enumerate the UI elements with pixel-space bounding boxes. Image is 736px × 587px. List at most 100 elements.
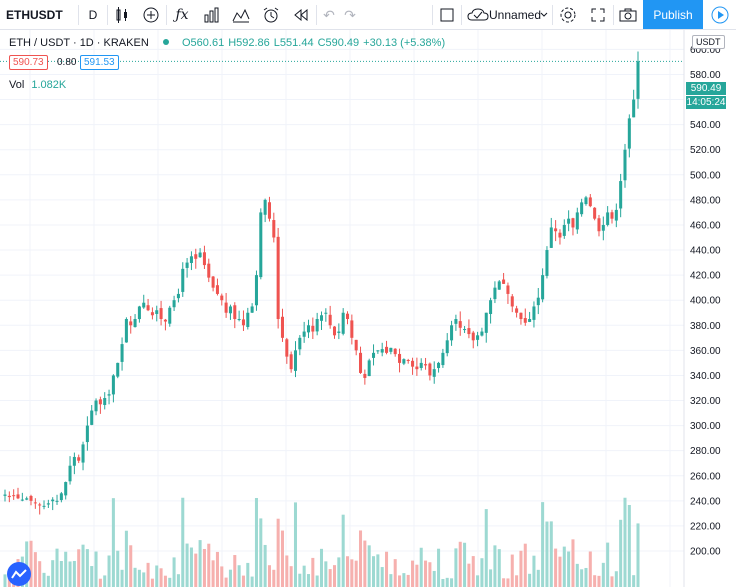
candle-body [523, 318, 527, 323]
candle-body [7, 495, 11, 498]
candle-body [185, 262, 189, 268]
candle-body [263, 199, 267, 215]
candle-body [302, 331, 306, 337]
volume-bar [393, 559, 397, 587]
candle-body [445, 340, 449, 354]
volume-bar [619, 519, 623, 587]
candle-body [458, 321, 462, 328]
candle-body [471, 332, 475, 341]
candle-body [98, 399, 102, 405]
volume-bar [81, 544, 85, 587]
volume-bar [445, 577, 449, 587]
redo-icon[interactable]: ↷ [344, 6, 356, 23]
candle-body [250, 306, 254, 313]
candle-body [593, 207, 597, 219]
candle-body [332, 326, 337, 336]
divider [613, 5, 614, 25]
candle-body [233, 305, 237, 320]
volume-bar [319, 548, 324, 587]
bid-price-box[interactable]: 590.73 [9, 55, 48, 70]
volume-bar [337, 557, 341, 587]
volume-bar [411, 560, 415, 587]
play-icon[interactable] [703, 0, 736, 29]
volume-bar [415, 564, 419, 587]
y-tick-label: 360.00 [690, 346, 721, 357]
volume-bar [159, 568, 163, 587]
candle-body [510, 296, 514, 307]
close-value: C590.49 [317, 37, 360, 49]
settings-icon[interactable] [556, 0, 580, 30]
volume-bar [584, 567, 588, 587]
fx-icon[interactable]: ƒx [175, 7, 189, 23]
volume-bar [64, 551, 68, 587]
candle-body [606, 212, 610, 225]
candle-body [85, 425, 89, 443]
y-tick-label: 340.00 [690, 371, 721, 382]
symbol-line: ETH / USDT · 1D · KRAKEN [9, 37, 149, 49]
volume-bar [189, 547, 193, 587]
volume-bar [493, 545, 497, 587]
symbol-search[interactable]: ETHUSDT [6, 8, 63, 22]
fullscreen-icon[interactable] [586, 0, 610, 30]
volume-bar [98, 578, 102, 587]
replay-icon[interactable] [289, 0, 313, 30]
candle-body [350, 320, 354, 338]
volume-bar [471, 556, 475, 587]
volume-bar [332, 565, 337, 587]
volume-label: Vol [9, 79, 25, 91]
y-tick-label: 500.00 [690, 170, 721, 181]
volume-bar [241, 575, 245, 587]
price-chart[interactable]: 200.00 220.00 240.00 260.00 280.00 300.00 320.… [0, 30, 736, 587]
volume-bar [220, 566, 224, 587]
volume-bar [94, 551, 98, 587]
volume-bar [463, 542, 467, 587]
y-tick-label: 280.00 [690, 446, 721, 457]
chevron-down-icon[interactable] [538, 0, 550, 30]
camera-icon[interactable] [616, 0, 640, 30]
volume-bar [372, 556, 376, 587]
candle-body [280, 316, 284, 338]
candle-body [259, 212, 263, 278]
candle-body [324, 312, 328, 314]
volume-bar [437, 548, 441, 587]
publish-button[interactable]: Publish [643, 0, 703, 29]
volume-bar [172, 557, 176, 587]
ask-price-box[interactable]: 591.53 [80, 55, 119, 70]
candles [3, 51, 640, 515]
layout-name[interactable]: Unnamed [489, 8, 542, 22]
alert-icon[interactable] [259, 0, 283, 30]
currency-label[interactable]: USDT [692, 35, 725, 49]
candle-body [363, 373, 367, 378]
candle-body [463, 329, 467, 331]
y-tick-label: 320.00 [690, 396, 721, 407]
candle-body [528, 319, 532, 322]
candle-body [385, 346, 389, 353]
volume-bar [432, 570, 436, 587]
candles-icon[interactable] [110, 0, 134, 30]
volume-bar [497, 549, 501, 587]
volume-bar [181, 497, 185, 587]
undo-icon[interactable]: ↶ [323, 6, 335, 23]
candle-body [120, 344, 124, 362]
layout-icon[interactable] [436, 0, 458, 30]
price-axis: 200.00 220.00 240.00 260.00 280.00 300.00 320.… [690, 30, 721, 558]
candle-body [198, 252, 202, 258]
candle-body [393, 348, 397, 355]
spread-value: 0.80 [57, 57, 77, 68]
tradingview-logo-icon[interactable] [7, 562, 31, 586]
candle-body [441, 352, 445, 366]
candle-body [64, 482, 68, 496]
candle-body [293, 350, 298, 371]
volume-bar [562, 546, 566, 587]
volume-bar [259, 518, 263, 587]
cloud-icon[interactable] [465, 0, 491, 30]
interval-button[interactable]: D [88, 8, 98, 22]
low-value: L551.44 [273, 37, 314, 49]
add-icon[interactable] [139, 0, 163, 30]
volume-bar [254, 497, 258, 587]
candle-body [289, 354, 293, 370]
candle-body [432, 369, 436, 377]
compare-icon[interactable] [229, 0, 253, 30]
bars-icon[interactable] [199, 0, 223, 30]
volume-bar [450, 578, 454, 587]
